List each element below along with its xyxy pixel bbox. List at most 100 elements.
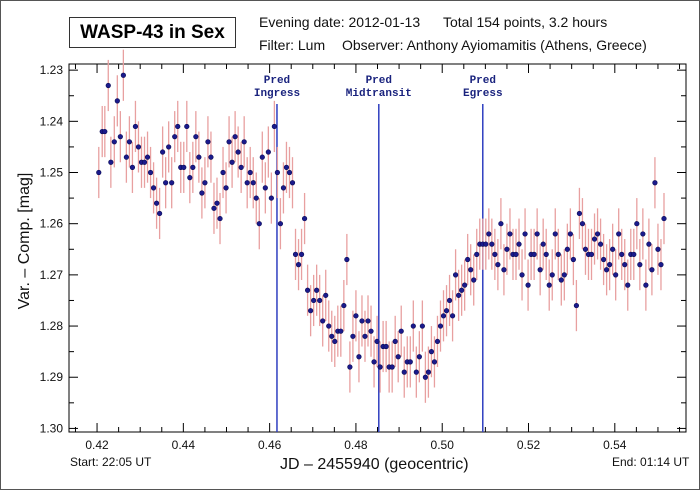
data-point — [561, 272, 567, 278]
data-point — [323, 292, 329, 298]
prediction-label: Pred — [264, 75, 290, 87]
prediction-label: Midtransit — [346, 88, 412, 100]
data-point — [649, 267, 655, 273]
data-point — [317, 297, 323, 304]
data-point — [422, 374, 428, 380]
data-point — [646, 241, 652, 247]
data-point — [126, 139, 133, 145]
data-point — [96, 169, 102, 176]
data-point — [492, 251, 498, 257]
data-point — [150, 185, 157, 191]
data-point — [295, 262, 302, 268]
data-point — [637, 262, 643, 268]
data-point — [332, 338, 338, 345]
data-point — [344, 256, 350, 263]
data-point — [229, 159, 235, 165]
data-point — [329, 333, 335, 339]
data-point — [320, 318, 326, 324]
data-point — [410, 323, 416, 329]
data-point — [416, 354, 422, 360]
data-point — [392, 338, 398, 345]
data-point — [449, 313, 456, 319]
data-point — [588, 251, 595, 257]
data-point — [265, 149, 271, 155]
data-point — [389, 364, 395, 370]
prediction-label: Egress — [463, 88, 503, 100]
filter-label: Filter: Lum — [259, 37, 326, 53]
data-point — [268, 195, 274, 201]
x-tick-label: 0.48 — [344, 438, 368, 452]
data-point — [604, 267, 610, 273]
data-point — [208, 154, 214, 160]
data-point — [570, 256, 576, 263]
data-point — [226, 139, 232, 145]
x-tick-label: 0.46 — [258, 438, 282, 452]
data-point — [552, 231, 558, 237]
data-point — [558, 277, 564, 283]
data-point — [549, 272, 555, 278]
data-point — [413, 369, 419, 375]
data-point — [371, 359, 377, 365]
y-tick-label: 1.28 — [40, 319, 64, 333]
data-point — [262, 185, 268, 191]
total-points: Total 154 points, 3.2 hours — [443, 14, 608, 30]
data-point — [516, 241, 522, 247]
data-point — [401, 369, 407, 375]
data-point — [175, 123, 181, 130]
data-point — [616, 231, 622, 237]
data-point — [123, 154, 129, 160]
data-point — [600, 256, 607, 263]
data-point — [525, 282, 531, 288]
data-point — [434, 338, 441, 345]
data-point — [135, 144, 142, 150]
data-point — [383, 343, 389, 350]
data-point — [579, 221, 586, 227]
data-point — [471, 277, 477, 283]
data-point — [634, 221, 640, 227]
data-point — [259, 154, 265, 160]
y-tick-label: 1.24 — [40, 114, 64, 128]
data-point — [419, 323, 425, 329]
data-point — [498, 221, 504, 227]
prediction-label: Ingress — [254, 88, 300, 100]
data-point — [483, 241, 489, 247]
data-point — [111, 139, 117, 145]
data-point — [622, 262, 628, 268]
data-point — [326, 323, 332, 329]
data-point — [205, 139, 211, 145]
data-point — [465, 256, 471, 263]
data-point — [235, 149, 241, 155]
data-point — [425, 369, 432, 375]
data-point — [625, 282, 631, 288]
data-point — [594, 231, 601, 237]
data-point — [187, 175, 193, 181]
data-point — [181, 164, 187, 170]
data-point — [211, 205, 217, 211]
x-tick-label: 0.52 — [517, 438, 541, 452]
data-point — [504, 246, 510, 252]
data-point — [661, 215, 667, 222]
data-point — [196, 154, 202, 160]
y-tick-label: 1.23 — [40, 63, 64, 77]
data-point — [443, 308, 450, 314]
data-point — [431, 359, 438, 365]
data-point — [353, 313, 359, 319]
data-point — [105, 82, 111, 89]
start-time: Start: 22:05 UT — [70, 455, 152, 469]
data-point — [220, 169, 226, 176]
data-point — [232, 134, 238, 140]
data-point — [314, 287, 320, 293]
data-point — [341, 302, 347, 309]
data-point — [184, 123, 190, 130]
data-point — [543, 251, 549, 257]
data-point — [132, 123, 139, 130]
y-tick-label: 1.25 — [40, 166, 64, 180]
data-point — [459, 287, 465, 293]
data-point — [374, 338, 380, 345]
data-point — [274, 169, 280, 176]
data-point — [253, 195, 259, 201]
data-point — [190, 164, 196, 170]
data-point — [440, 313, 447, 319]
